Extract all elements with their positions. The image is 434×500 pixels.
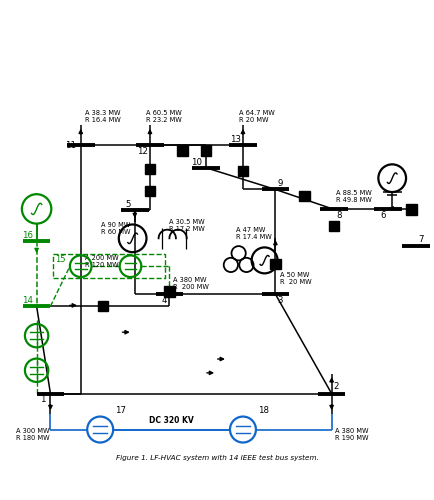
Text: 9: 9 [278, 179, 283, 188]
Text: A 60.5 MW
R 23.2 MW: A 60.5 MW R 23.2 MW [146, 110, 181, 123]
Text: 14: 14 [22, 296, 33, 305]
Text: 12: 12 [137, 147, 148, 156]
Text: A 30.5 MW
R 17.2 MW: A 30.5 MW R 17.2 MW [169, 219, 205, 232]
Text: A 38.3 MW
R 16.4 MW: A 38.3 MW R 16.4 MW [85, 110, 121, 123]
Bar [270, 258, 281, 269]
Text: A 200 MW
R 120 MW: A 200 MW R 120 MW [85, 255, 118, 268]
Text: 17: 17 [115, 406, 126, 416]
Text: A 380 MW
R 190 MW: A 380 MW R 190 MW [335, 428, 368, 441]
Bar [299, 190, 310, 201]
Bar [201, 146, 211, 156]
Bar [164, 286, 174, 296]
Bar [98, 301, 108, 312]
Text: 4: 4 [162, 296, 167, 305]
Bar [145, 164, 155, 174]
Text: 3: 3 [278, 296, 283, 305]
Text: 18: 18 [258, 406, 269, 416]
Text: A 88.5 MW
R 49.8 MW: A 88.5 MW R 49.8 MW [336, 190, 372, 203]
Text: 7: 7 [418, 234, 424, 244]
Text: 1: 1 [40, 396, 45, 404]
Text: 11: 11 [66, 141, 76, 150]
Bar [329, 220, 339, 231]
Text: 6: 6 [380, 212, 386, 220]
Text: A 47 MW
R 17.4 MW: A 47 MW R 17.4 MW [237, 227, 272, 240]
Bar [238, 166, 248, 176]
Text: 8: 8 [336, 212, 342, 220]
Text: 16: 16 [22, 231, 33, 240]
Text: A 380 MW
R  200 MW: A 380 MW R 200 MW [173, 277, 209, 290]
Text: 5: 5 [125, 200, 131, 209]
Text: A 300 MW
R 180 MW: A 300 MW R 180 MW [16, 428, 49, 441]
Bar [145, 186, 155, 196]
Text: Figure 1. LF-HVAC system with 14 IEEE test bus system.: Figure 1. LF-HVAC system with 14 IEEE te… [115, 455, 319, 461]
Text: 13: 13 [230, 135, 241, 144]
Text: A 64.7 MW
R 20 MW: A 64.7 MW R 20 MW [239, 110, 274, 123]
Text: A 90 MW
R 60 MW: A 90 MW R 60 MW [101, 222, 131, 235]
Text: A 50 MW
R  20 MW: A 50 MW R 20 MW [280, 272, 311, 285]
Text: 2: 2 [334, 382, 339, 392]
Text: 15: 15 [55, 255, 65, 264]
Text: DC 320 KV: DC 320 KV [149, 416, 194, 425]
Text: 10: 10 [191, 158, 202, 166]
Bar [177, 146, 187, 156]
Bar [407, 204, 417, 214]
